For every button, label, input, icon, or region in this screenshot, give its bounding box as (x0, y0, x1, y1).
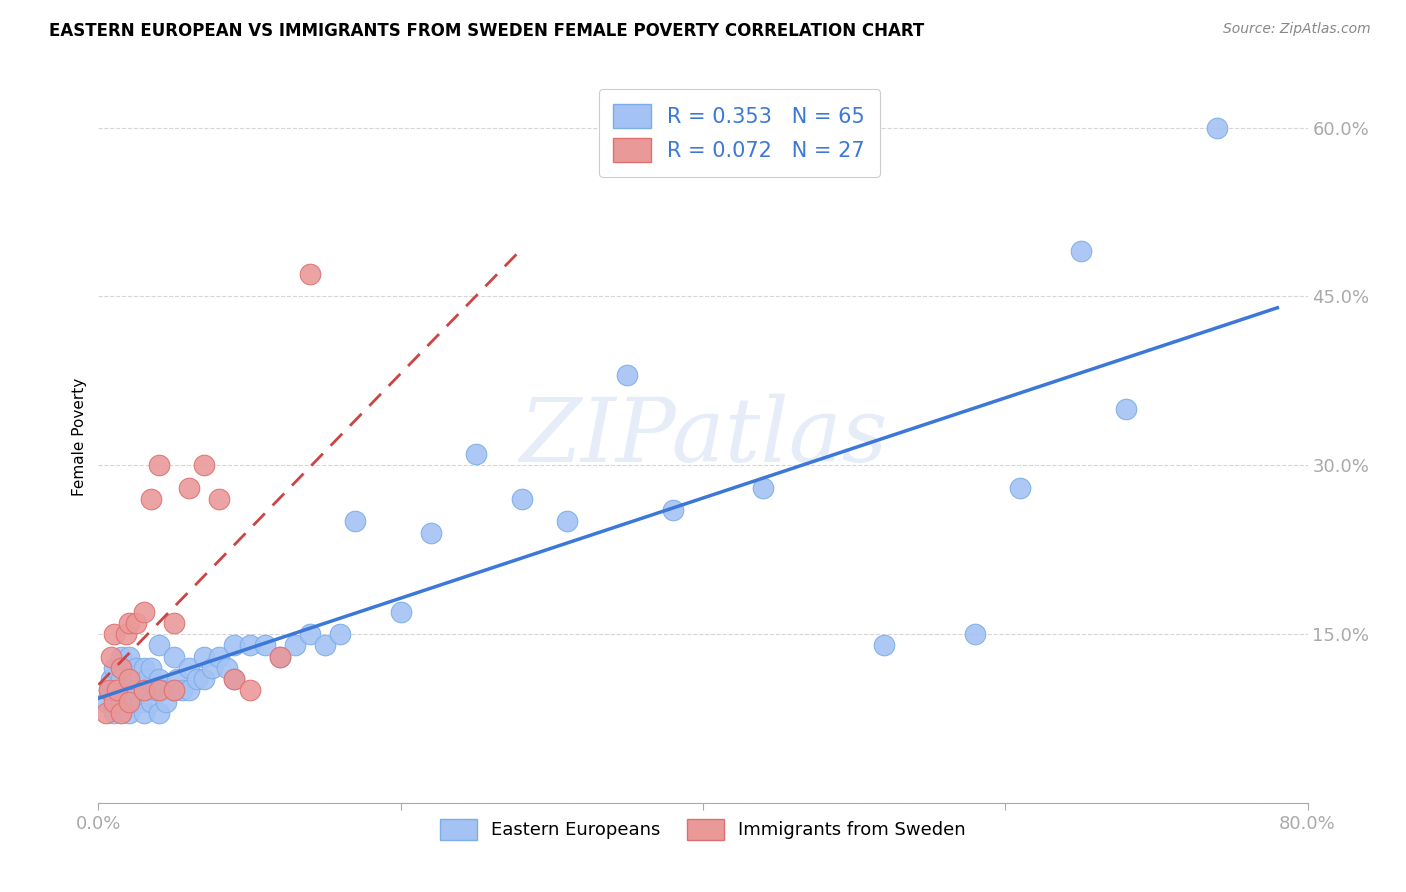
Point (163, 683, 186, 698)
Point (1010, 481, 1032, 495)
Point (129, 694, 152, 708)
Point (103, 627, 125, 641)
Point (148, 706, 170, 720)
Point (118, 615, 141, 630)
Point (299, 627, 322, 641)
Point (163, 649, 186, 664)
Point (208, 491, 231, 506)
Point (239, 638, 262, 652)
Point (170, 683, 193, 698)
Point (103, 661, 125, 675)
Point (344, 515, 367, 529)
Point (661, 503, 683, 517)
Point (193, 672, 215, 686)
Point (118, 706, 141, 720)
Point (110, 672, 132, 686)
Point (179, 661, 201, 675)
Point (121, 694, 143, 708)
Point (965, 627, 987, 641)
Point (118, 649, 141, 664)
Point (110, 649, 132, 664)
Point (110, 694, 132, 708)
Point (166, 672, 188, 686)
Point (110, 706, 132, 720)
Point (148, 672, 170, 686)
Point (118, 672, 141, 686)
Point (224, 638, 246, 652)
Point (125, 661, 148, 675)
Text: EASTERN EUROPEAN VS IMMIGRANTS FROM SWEDEN FEMALE POVERTY CORRELATION CHART: EASTERN EUROPEAN VS IMMIGRANTS FROM SWED… (49, 22, 925, 40)
Point (145, 683, 167, 698)
Point (420, 525, 443, 540)
Point (616, 368, 638, 383)
Point (148, 683, 170, 698)
Point (314, 638, 336, 652)
Point (100, 672, 122, 686)
Point (98, 683, 121, 698)
Point (510, 491, 533, 506)
Point (1206, 120, 1229, 135)
Point (224, 672, 246, 686)
Point (132, 661, 155, 675)
Point (873, 638, 896, 652)
Point (135, 672, 157, 686)
Point (201, 661, 224, 675)
Point (179, 683, 201, 698)
Point (284, 638, 307, 652)
Point (100, 649, 122, 664)
Point (125, 683, 148, 698)
Point (105, 683, 128, 698)
Point (103, 706, 125, 720)
Text: ZIPatlas: ZIPatlas (519, 393, 887, 481)
Point (1115, 401, 1137, 416)
Point (94, 694, 117, 708)
Point (141, 661, 163, 675)
Point (103, 694, 125, 708)
Point (98, 683, 121, 698)
Point (163, 615, 186, 630)
Point (114, 683, 136, 698)
Point (155, 694, 177, 708)
Point (163, 683, 186, 698)
Point (1070, 244, 1092, 259)
Point (179, 481, 201, 495)
Point (118, 694, 141, 708)
Point (465, 447, 488, 461)
Point (132, 605, 155, 619)
Point (94, 706, 117, 720)
Point (103, 683, 125, 698)
Point (148, 638, 170, 652)
Y-axis label: Female Poverty: Female Poverty (72, 378, 87, 496)
Point (150, 683, 173, 698)
Point (114, 627, 136, 641)
Point (186, 672, 208, 686)
Point (118, 683, 141, 698)
Point (555, 515, 578, 529)
Point (208, 649, 231, 664)
Point (224, 672, 246, 686)
Point (193, 649, 215, 664)
Point (269, 649, 291, 664)
Point (215, 661, 238, 675)
Point (752, 481, 775, 495)
Point (141, 491, 163, 506)
Point (132, 683, 155, 698)
Point (269, 649, 291, 664)
Point (253, 638, 276, 652)
Point (148, 458, 170, 473)
Point (132, 683, 155, 698)
Point (389, 605, 412, 619)
Legend: Eastern Europeans, Immigrants from Sweden: Eastern Europeans, Immigrants from Swede… (432, 810, 974, 848)
Text: Source: ZipAtlas.com: Source: ZipAtlas.com (1223, 22, 1371, 37)
Point (125, 615, 148, 630)
Point (329, 627, 352, 641)
Point (299, 267, 322, 281)
Point (110, 661, 132, 675)
Point (239, 683, 262, 698)
Point (141, 694, 163, 708)
Point (193, 458, 215, 473)
Point (132, 706, 155, 720)
